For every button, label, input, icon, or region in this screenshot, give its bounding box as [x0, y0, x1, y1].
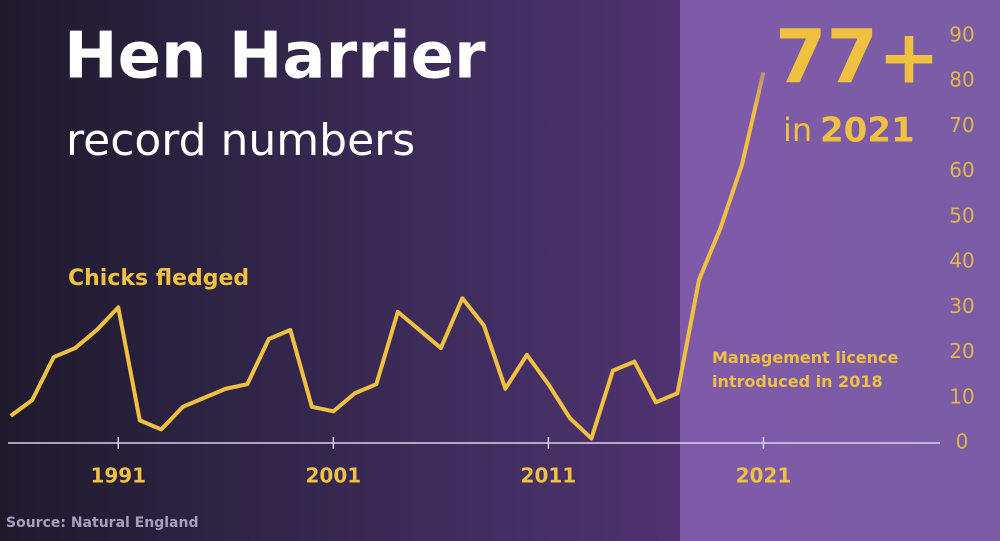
y-tick-label: 30: [949, 294, 974, 318]
annotation-line: introduced in 2018: [712, 372, 883, 391]
y-tick-label: 0: [956, 430, 969, 454]
highlight-panel: [680, 0, 1000, 541]
y-tick-label: 60: [949, 158, 974, 182]
x-tick-label: 2001: [305, 464, 361, 488]
callout-prefix: in: [783, 111, 812, 149]
x-tick-label: 2021: [736, 464, 792, 488]
data-line: [9, 71, 766, 441]
x-tick-label: 1991: [90, 464, 146, 488]
callout-value: 77+: [775, 15, 940, 101]
chart-subtitle: record numbers: [66, 115, 415, 166]
y-tick-label: 20: [949, 339, 974, 363]
y-tick-label: 10: [949, 384, 974, 408]
source: Source: Natural England: [6, 515, 198, 531]
series-label: Chicks fledged: [68, 266, 249, 291]
annotation-line: Management licence: [712, 348, 899, 367]
x-tick-label: 2011: [521, 464, 577, 488]
chart-title: Hen Harrier: [64, 20, 486, 94]
y-tick-label: 40: [949, 249, 974, 273]
y-tick-label: 50: [949, 203, 974, 227]
y-tick-label: 90: [949, 23, 974, 47]
annotation: Management licence introduced in 2018: [712, 348, 899, 391]
callout-year: 2021: [820, 111, 915, 151]
y-tick-label: 70: [949, 113, 974, 137]
y-tick-label: 80: [949, 68, 974, 92]
